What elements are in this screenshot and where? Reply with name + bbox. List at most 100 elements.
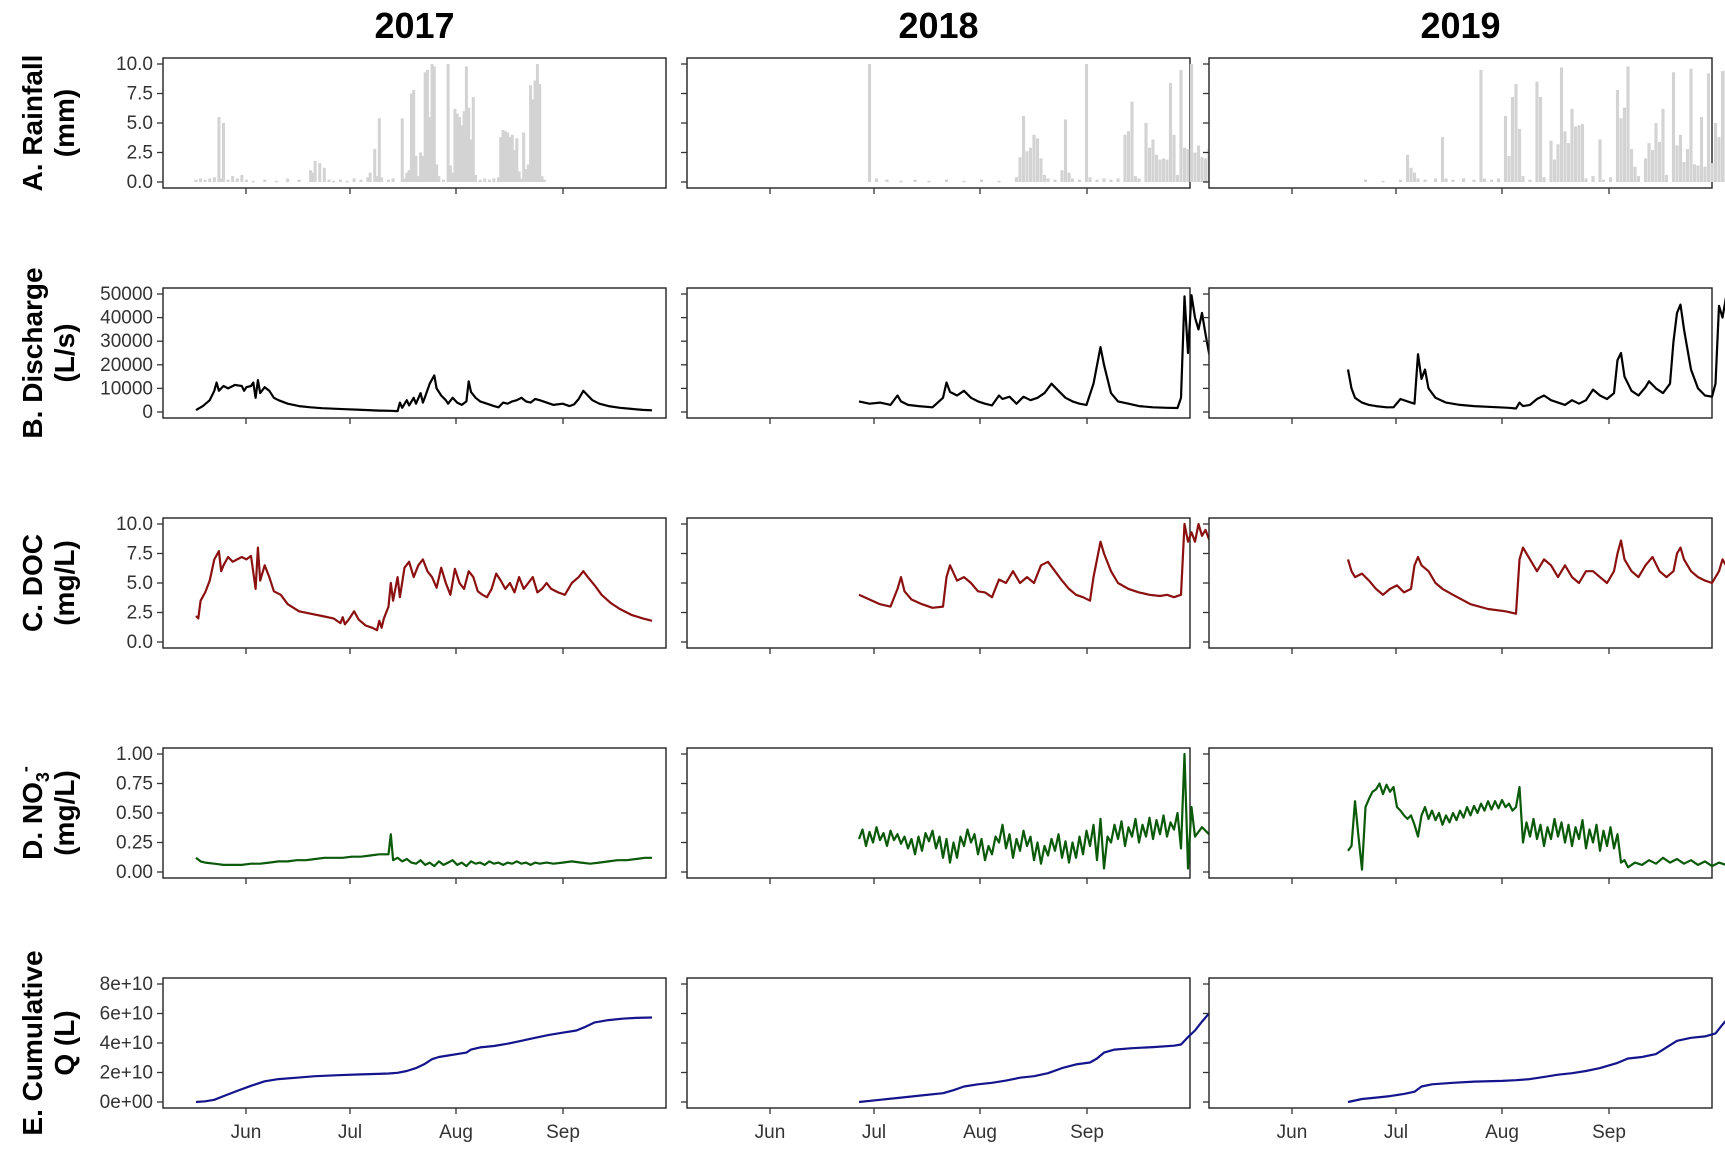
rainfall-bar xyxy=(430,64,434,182)
rainfall-bar xyxy=(1123,134,1127,182)
panel-doc-2017: 0.0 2.5 5.0 7.5 10.0 xyxy=(116,514,667,654)
rainfall-bar xyxy=(474,174,478,182)
y-tick-label: 0.25 xyxy=(116,833,153,854)
rainfall-bar xyxy=(540,176,544,182)
rainfall-bar xyxy=(1479,69,1483,182)
rainfall-bar xyxy=(327,179,331,182)
rainfall-bar xyxy=(451,172,455,182)
rainfall-bar xyxy=(1046,178,1050,182)
rainfall-bar xyxy=(309,170,313,182)
panel-frame xyxy=(162,517,667,649)
rainfall-bar xyxy=(1584,178,1588,182)
rainfall-bar xyxy=(428,117,432,182)
rainfall-bar xyxy=(1193,152,1197,182)
rainfall-bar xyxy=(318,163,322,182)
panel-discharge-2019 xyxy=(1203,287,1725,424)
row-label-rainfall: A. Rainfall (mm) xyxy=(17,55,80,192)
rainfall-bar xyxy=(1363,179,1368,182)
rainfall-bar xyxy=(373,148,377,182)
rainfall-bar xyxy=(359,179,363,182)
rainfall-bar xyxy=(1168,82,1173,182)
rainfall-bar xyxy=(1109,179,1113,182)
month-label: Jul xyxy=(338,1122,362,1143)
rainfall-bar xyxy=(1461,178,1466,182)
rainfall-bar xyxy=(403,178,407,182)
rainfall-bar xyxy=(386,179,390,182)
rainfall-bar xyxy=(331,180,335,183)
rainfall-bar xyxy=(867,64,872,182)
month-axis: Jun Jul Aug Sep Jun Jul Aug Sep Jun Jul Aug Sep xyxy=(231,1122,1626,1143)
series-line-no3-2017 xyxy=(195,833,652,868)
rainfall-bar xyxy=(1151,139,1155,182)
rainfall-bar xyxy=(496,177,500,182)
rainfall-bar xyxy=(542,179,546,182)
rainfall-bar xyxy=(535,64,539,182)
rainfall-bar xyxy=(425,69,429,182)
rainfall-bar xyxy=(1591,176,1595,182)
rainfall-bar xyxy=(1042,174,1047,182)
rainfall-bar xyxy=(1566,143,1571,182)
rainfall-bar xyxy=(1398,179,1403,182)
row-label-line: C. DOC xyxy=(17,534,48,632)
rainfall-bar xyxy=(1559,67,1564,182)
rainfall-bar xyxy=(524,169,528,182)
month-label: Jul xyxy=(1384,1122,1408,1143)
month-label: Aug xyxy=(963,1122,997,1143)
y-tick-label: 10.0 xyxy=(116,514,153,535)
rainfall-bar xyxy=(1654,123,1658,182)
rainfall-bar xyxy=(414,156,418,182)
rainfall-bar xyxy=(1720,71,1725,182)
rainfall-bar xyxy=(464,66,468,182)
row-label-line: B. Discharge xyxy=(17,267,48,438)
panel-rainfall-2019 xyxy=(1203,57,1725,194)
rainfall-bar xyxy=(1412,172,1417,182)
rainfall-bar xyxy=(1629,148,1634,182)
rainfall-bar xyxy=(1671,72,1676,182)
rainfall-bar xyxy=(515,138,519,182)
rainfall-bar xyxy=(499,137,503,182)
rainfall-bar xyxy=(435,164,439,182)
rainfall-bar xyxy=(1507,156,1511,182)
rainfall-bar xyxy=(453,108,457,182)
row-label-no3: D. NO3-(mg/L) xyxy=(15,766,80,860)
series-line-cumq-2017 xyxy=(195,1016,653,1104)
rainfall-bar xyxy=(913,179,917,182)
rainfall-bar xyxy=(1573,126,1578,182)
rainfall-bar xyxy=(446,64,450,182)
y-tick-label: 0e+00 xyxy=(100,1092,153,1113)
rainfall-bar xyxy=(1626,66,1630,182)
rainfall-bar xyxy=(1021,115,1026,182)
rainfall-bar xyxy=(1706,73,1711,182)
panel-frame xyxy=(162,977,667,1109)
rainfall-bar xyxy=(1608,177,1613,182)
rainfall-bar xyxy=(1158,159,1162,182)
rainfall-bar xyxy=(221,123,225,182)
rainfall-bar xyxy=(458,117,462,182)
panel-no3-2019 xyxy=(1203,747,1725,884)
rainfall-bar xyxy=(1538,97,1543,182)
rainfall-bar xyxy=(885,179,889,182)
rainfall-bar xyxy=(380,177,384,182)
y-tick-label: 20000 xyxy=(100,355,153,376)
y-tick-label: 0 xyxy=(142,402,153,423)
panel-no3-2017: 0.00 0.25 0.50 0.75 1.00 xyxy=(116,744,667,884)
panel-frame xyxy=(686,57,1191,189)
rainfall-bar xyxy=(1601,179,1606,182)
rainfall-bar xyxy=(441,179,445,182)
row-label-line: (mg/L) xyxy=(49,770,80,856)
row-labels: A. Rainfall (mm)B. Discharge (L/s)C. DOC (m… xyxy=(15,55,80,1136)
rainfall-bar xyxy=(400,118,404,182)
rainfall-bar xyxy=(1018,157,1022,182)
y-tick-label: 1.00 xyxy=(116,744,153,765)
rainfall-bar xyxy=(419,152,423,182)
rainfall-bar xyxy=(217,117,221,182)
rainfall-bar xyxy=(1053,179,1057,182)
rainfall-bar xyxy=(1405,154,1410,182)
rainfall-bar xyxy=(538,84,542,182)
rainfall-bar xyxy=(455,113,459,182)
rainfall-bar xyxy=(517,171,521,182)
rainfall-bar xyxy=(1598,139,1602,182)
series-line-discharge-2017 xyxy=(195,374,653,413)
panel-frame xyxy=(686,287,1191,419)
rainfall-bar xyxy=(510,134,514,182)
